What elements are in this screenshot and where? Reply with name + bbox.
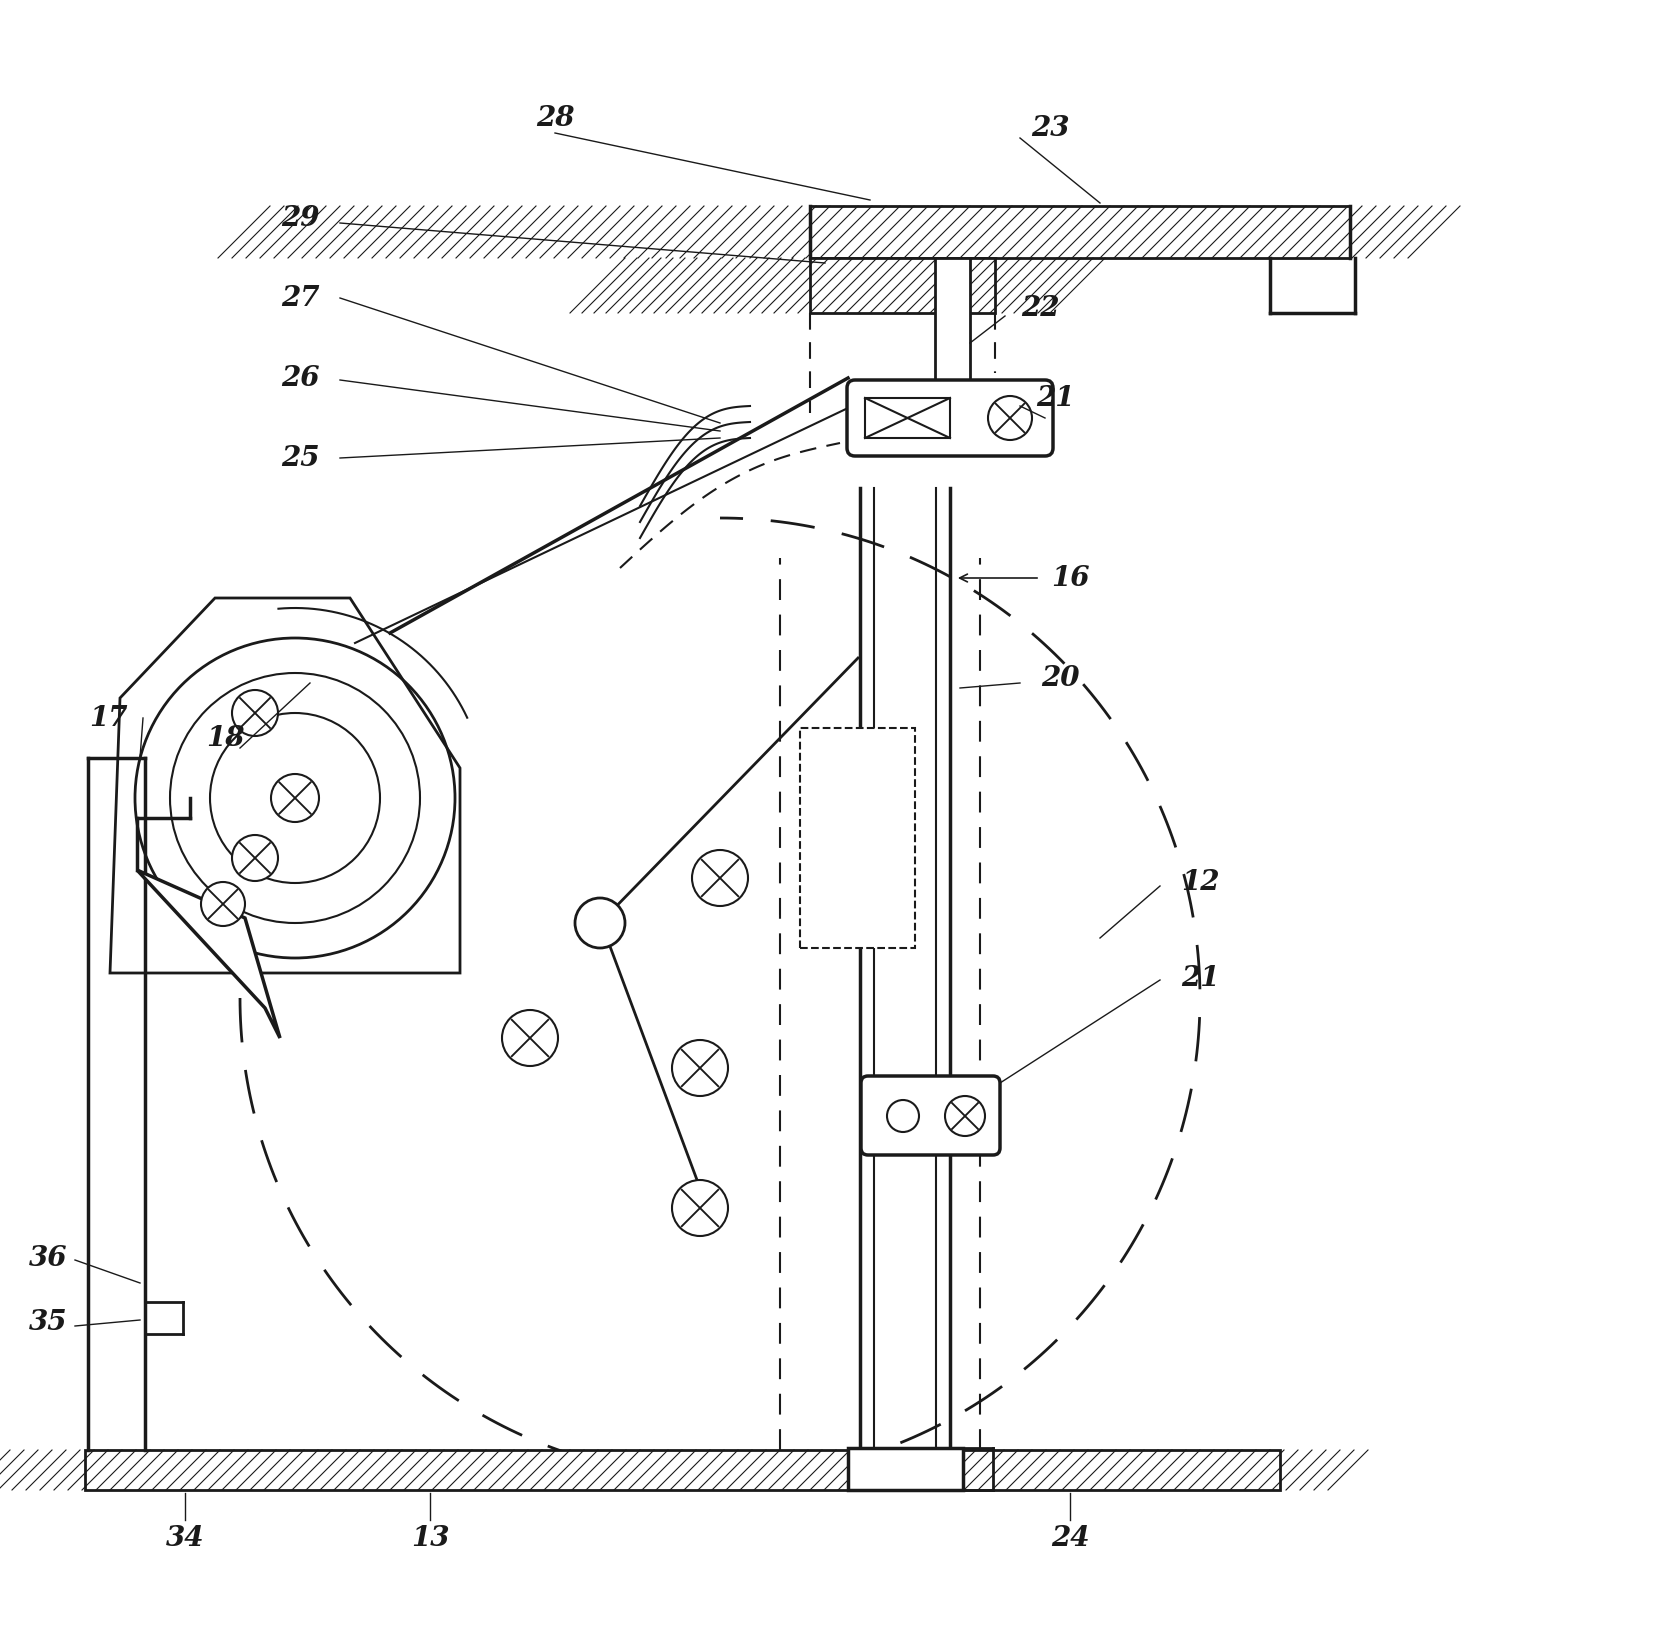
Bar	[800, 727, 915, 948]
Circle shape	[201, 881, 245, 925]
Text: 22: 22	[1020, 295, 1060, 321]
Text: 24: 24	[1050, 1525, 1090, 1551]
Text: 16: 16	[1050, 565, 1090, 591]
Circle shape	[271, 775, 319, 822]
Text: 20: 20	[1040, 665, 1080, 691]
Bar	[865, 398, 950, 437]
Bar	[935, 259, 970, 393]
Text: 21: 21	[1181, 965, 1220, 991]
Polygon shape	[136, 870, 280, 1038]
Bar	[849, 1448, 963, 1491]
Bar	[810, 206, 1350, 259]
Circle shape	[672, 1040, 729, 1096]
Text: 36: 36	[28, 1245, 67, 1271]
Circle shape	[887, 1101, 919, 1132]
Circle shape	[988, 396, 1032, 441]
Circle shape	[945, 1096, 985, 1137]
Text: 25: 25	[281, 444, 319, 472]
Circle shape	[576, 898, 626, 948]
Text: 23: 23	[1030, 115, 1070, 141]
Bar	[85, 1450, 1280, 1491]
Circle shape	[692, 850, 749, 906]
Text: 28: 28	[536, 105, 574, 131]
Text: 12: 12	[1181, 870, 1220, 896]
Text: 21: 21	[1035, 385, 1075, 411]
Text: 18: 18	[206, 724, 245, 752]
Circle shape	[135, 637, 454, 958]
Circle shape	[231, 690, 278, 735]
FancyBboxPatch shape	[847, 380, 1053, 455]
Text: 17: 17	[88, 704, 126, 732]
Circle shape	[231, 835, 278, 881]
Text: 27: 27	[281, 285, 319, 311]
Text: 26: 26	[281, 365, 319, 391]
FancyBboxPatch shape	[860, 1076, 1000, 1155]
Text: 35: 35	[28, 1309, 67, 1337]
Bar	[810, 259, 995, 313]
Text: 13: 13	[411, 1525, 449, 1551]
Circle shape	[503, 1011, 557, 1066]
Text: 34: 34	[166, 1525, 205, 1551]
Circle shape	[672, 1179, 729, 1237]
Text: 29: 29	[281, 205, 319, 231]
